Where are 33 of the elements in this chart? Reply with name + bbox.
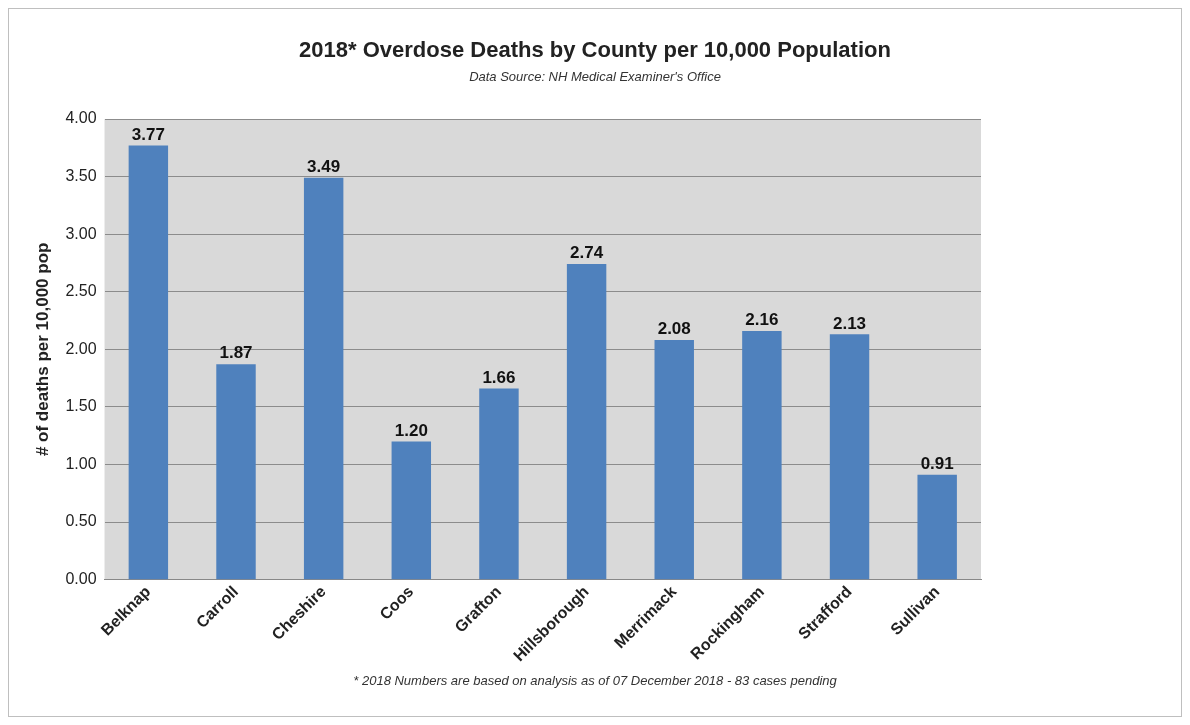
y-tick-label: 1.50: [65, 397, 97, 415]
data-label: 0.91: [920, 454, 954, 474]
bar: [391, 441, 432, 580]
y-tick-label: 2.50: [65, 282, 97, 300]
text: * 2018 Numbers are based on analysis as of 07 December 2018 - 83 cases pending: [352, 673, 838, 688]
y-tick-label: 1.00: [65, 454, 97, 472]
y-tick-label: 3.00: [65, 224, 97, 242]
chart-title: 2018* Overdose Deaths by County per 10,000 Population: [298, 37, 892, 63]
data-label: 1.66: [482, 367, 516, 387]
bar: [566, 264, 607, 580]
data-label: 1.87: [219, 343, 253, 363]
data-label: 2.08: [657, 319, 691, 339]
bar: [479, 388, 519, 580]
bar: [742, 330, 782, 580]
chart-subtitle: Data Source: NH Medical Examiner's Office: [468, 69, 722, 84]
data-label: 2.74: [570, 243, 604, 263]
y-axis-title: # of deaths per 10,000 pop: [32, 242, 52, 457]
y-tick-label: 4.00: [65, 109, 97, 127]
data-label: 2.13: [832, 313, 867, 333]
bar: [303, 177, 344, 580]
bar: [917, 474, 957, 580]
y-tick-label: 3.50: [65, 166, 97, 184]
y-tick-label: 2.00: [65, 339, 97, 357]
bar: [654, 340, 694, 580]
data-label: 3.49: [307, 156, 341, 176]
bar: [829, 334, 870, 580]
y-tick-label: 0.00: [65, 570, 97, 588]
bar: [216, 364, 256, 580]
data-label: 3.77: [131, 124, 165, 144]
data-label: 1.20: [394, 420, 428, 440]
y-tick-label: 0.50: [65, 512, 97, 530]
bar: [128, 145, 169, 580]
data-label: 2.16: [745, 310, 779, 330]
